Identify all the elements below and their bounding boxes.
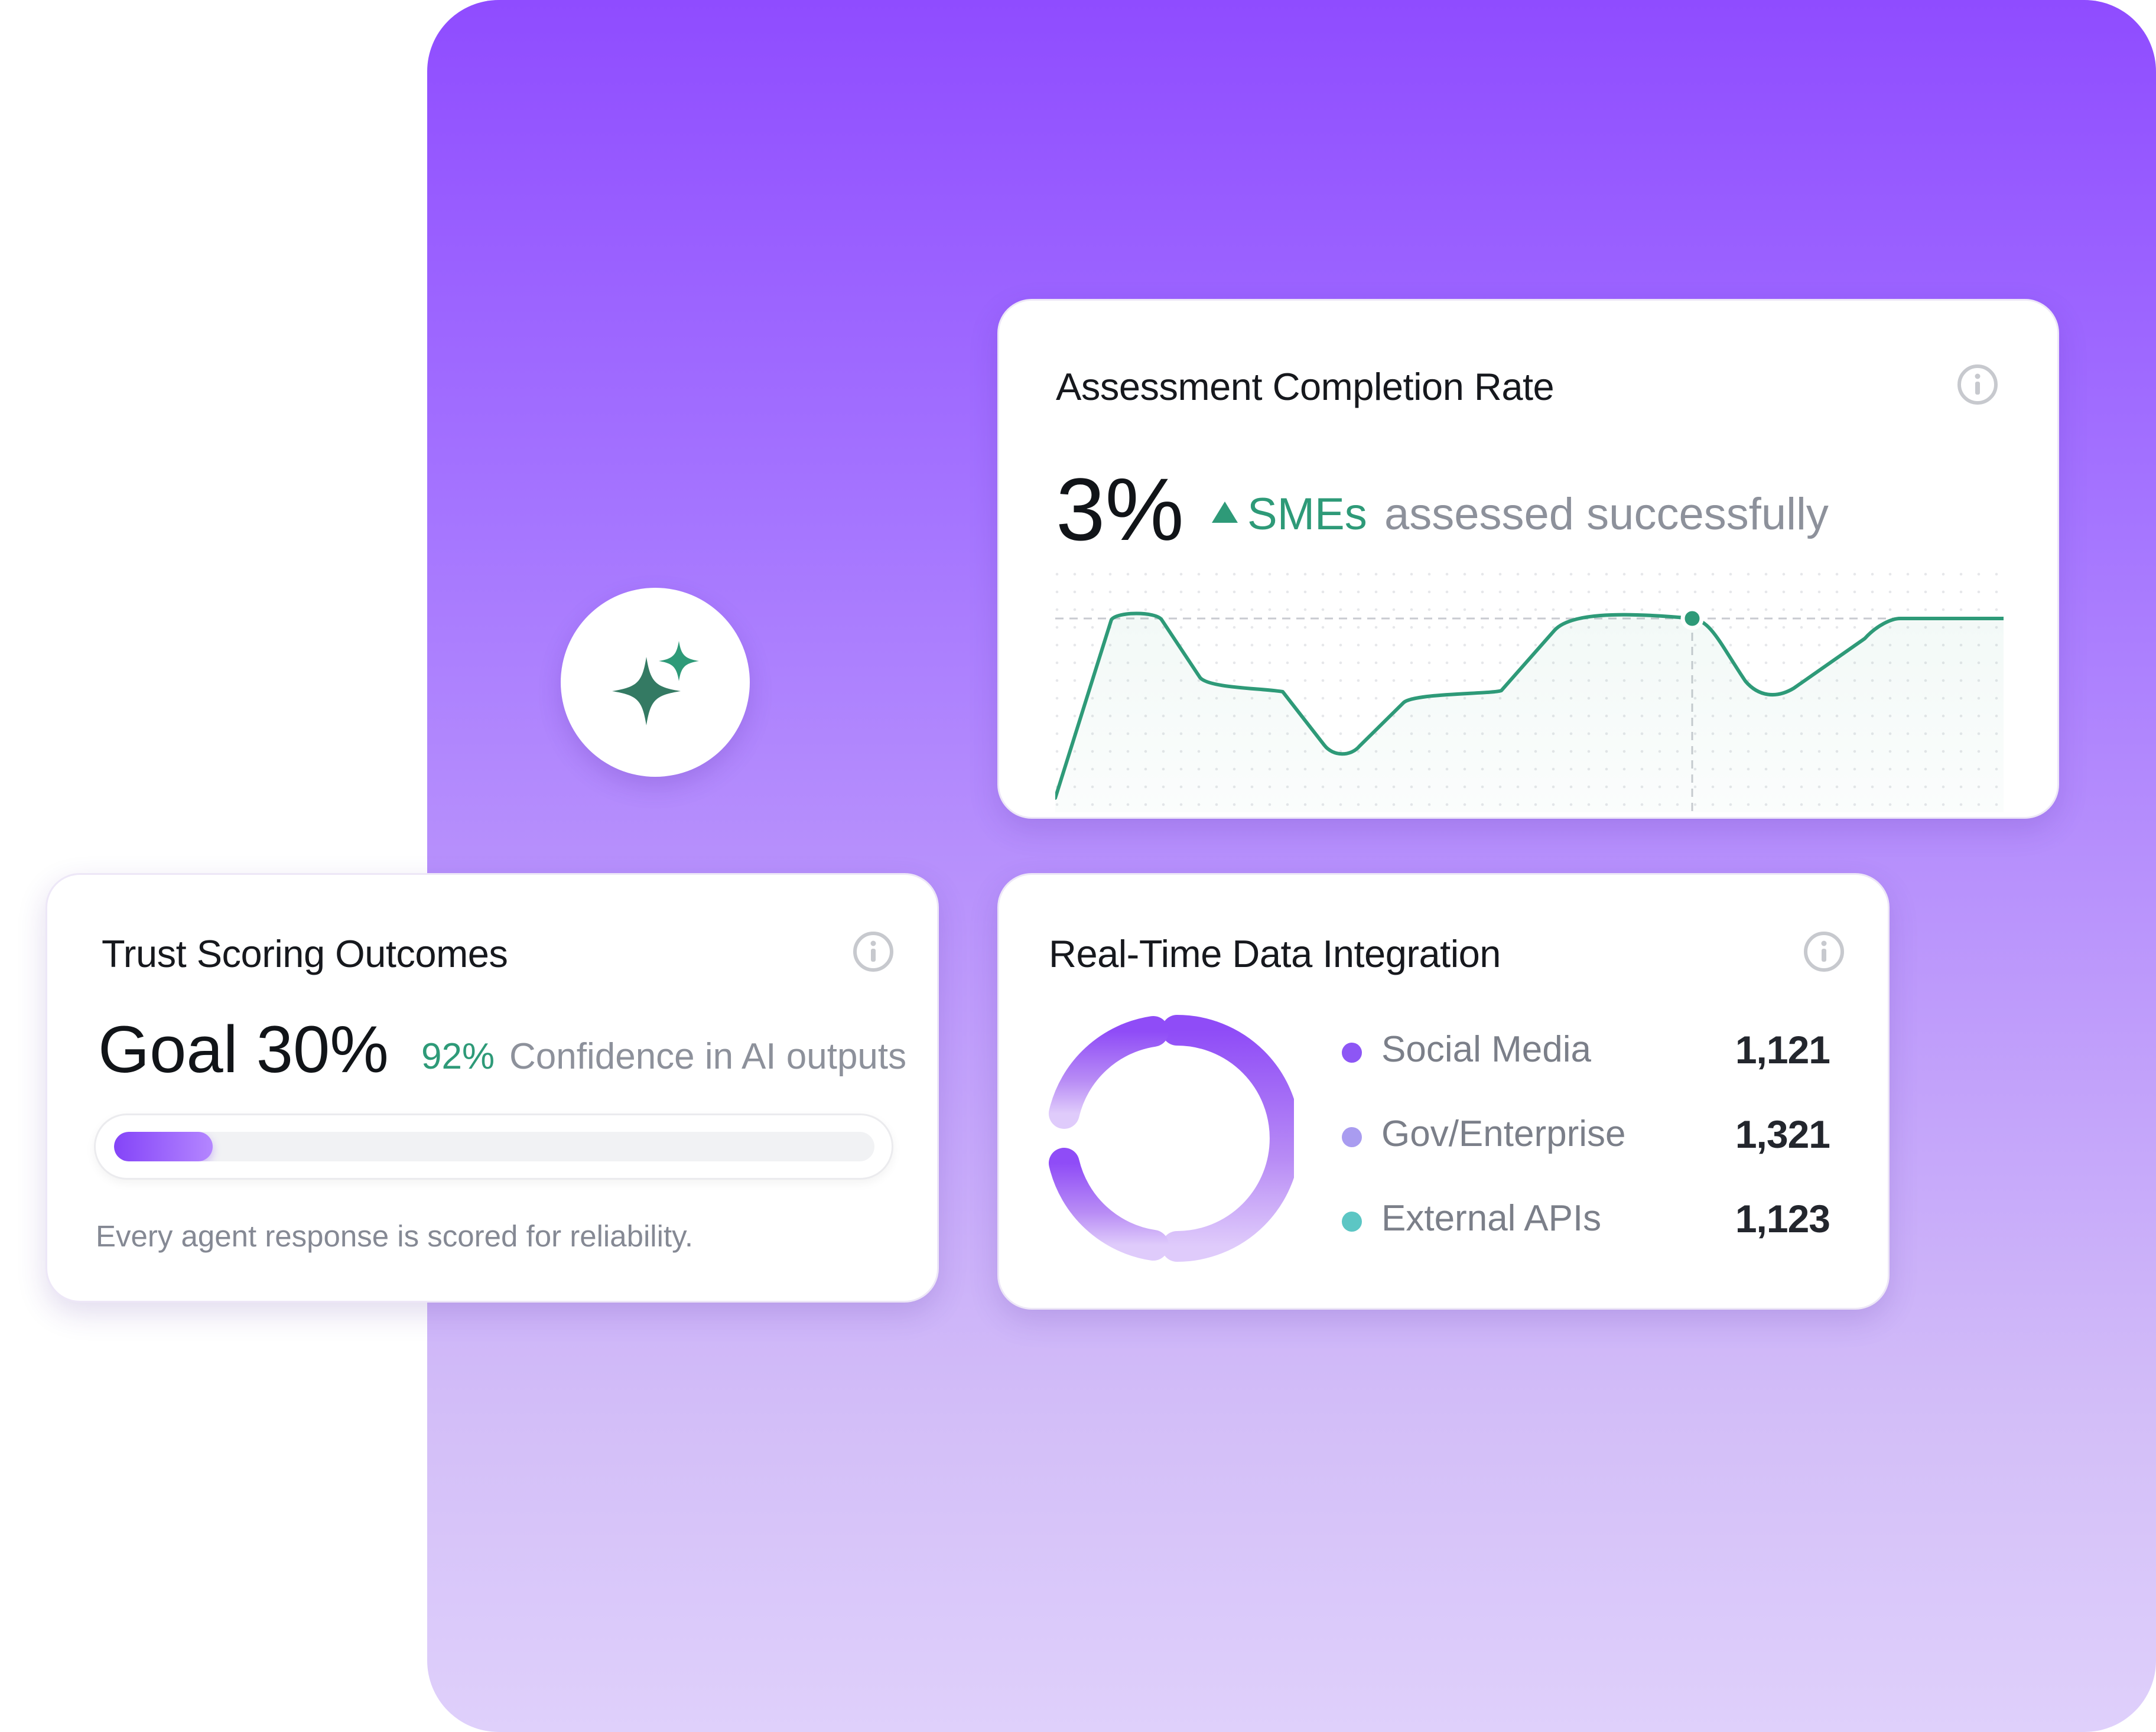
legend-value: 1,121 [1735, 1028, 1830, 1072]
trend-label: SMEs [1247, 489, 1367, 539]
legend-dot [1342, 1212, 1362, 1232]
background-panel [427, 0, 2156, 1732]
card-title: Assessment Completion Rate [1056, 365, 1555, 408]
progress-track [114, 1132, 874, 1161]
chart-area-fill [1055, 613, 2004, 812]
donut-segment-right [1162, 1015, 1294, 1262]
data-integration-card: Real-Time Data Integration Socia [997, 873, 1890, 1310]
legend-value: 1,321 [1735, 1112, 1830, 1156]
assessment-completion-card: Assessment Completion Rate 3% SMEs asses… [997, 299, 2059, 819]
donut-segment-top-left [1049, 1016, 1169, 1129]
trust-scoring-card: Trust Scoring Outcomes Goal 30% 92% Conf… [45, 873, 939, 1303]
legend-dot [1342, 1043, 1362, 1063]
chart-series-line [1055, 611, 2004, 800]
info-icon[interactable] [1956, 363, 1999, 406]
legend-dot [1342, 1127, 1362, 1147]
legend-item[interactable]: External APIs 1,123 [1342, 1195, 1844, 1248]
goal-value: Goal 30% [98, 1012, 389, 1086]
confidence-value: 92% [421, 1036, 495, 1077]
progress-fill [114, 1132, 213, 1161]
chart-highlight-point [1680, 607, 1704, 630]
ai-sparkle-badge[interactable] [561, 588, 750, 777]
legend-label: Social Media [1381, 1029, 1591, 1070]
metric-subtitle: assessed successfully [1384, 489, 1829, 539]
confidence-label: Confidence in AI outputs [509, 1036, 907, 1077]
progress-bar [94, 1114, 893, 1180]
info-icon[interactable] [1803, 930, 1845, 973]
legend-label: Gov/Enterprise [1381, 1114, 1626, 1154]
completion-rate-value: 3% [1056, 460, 1184, 559]
triangle-up-icon [1212, 502, 1238, 523]
legend-value: 1,123 [1735, 1197, 1830, 1241]
sparkle-icon [612, 641, 699, 725]
trend-line-chart [1055, 572, 2004, 812]
footnote: Every agent response is scored for relia… [96, 1219, 694, 1253]
card-title: Trust Scoring Outcomes [102, 932, 508, 975]
legend-item[interactable]: Social Media 1,121 [1342, 1026, 1844, 1079]
donut-chart [1049, 1015, 1294, 1262]
card-title: Real-Time Data Integration [1049, 932, 1501, 975]
donut-segment-bottom-left [1049, 1148, 1169, 1261]
info-icon[interactable] [852, 930, 895, 973]
legend-label: External APIs [1381, 1198, 1602, 1239]
legend-item[interactable]: Gov/Enterprise 1,321 [1342, 1111, 1844, 1164]
